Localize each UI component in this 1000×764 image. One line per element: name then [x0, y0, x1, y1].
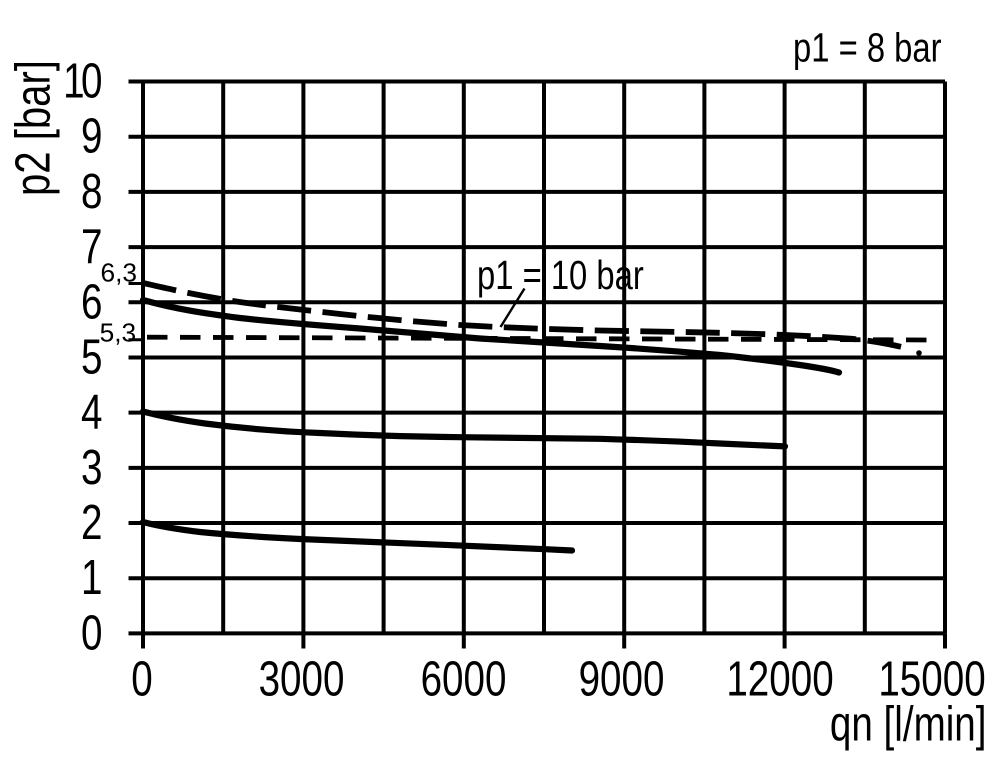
svg-text:12000: 12000 — [726, 652, 833, 707]
svg-text:9000: 9000 — [579, 652, 665, 707]
svg-text:qn [l/min]: qn [l/min] — [830, 697, 987, 752]
svg-text:10: 10 — [63, 54, 101, 109]
svg-text:2: 2 — [81, 496, 102, 551]
svg-text:5,3: 5,3 — [100, 318, 137, 348]
svg-text:9: 9 — [81, 109, 102, 164]
svg-text:7: 7 — [81, 220, 102, 275]
svg-text:8: 8 — [81, 164, 102, 219]
svg-text:3000: 3000 — [259, 652, 345, 707]
svg-text:4: 4 — [81, 385, 102, 440]
svg-text:15000: 15000 — [878, 652, 985, 707]
svg-text:p2 [bar]: p2 [bar] — [4, 60, 60, 196]
svg-text:0: 0 — [131, 652, 152, 707]
svg-text:6000: 6000 — [421, 652, 507, 707]
svg-text:1: 1 — [81, 551, 102, 606]
svg-text:6: 6 — [81, 275, 102, 330]
svg-text:3: 3 — [81, 440, 102, 495]
svg-text:6,3: 6,3 — [101, 257, 138, 287]
svg-text:0: 0 — [81, 606, 102, 661]
svg-text:p1 = 8 bar: p1 = 8 bar — [793, 24, 942, 70]
svg-text:p1 = 10 bar: p1 = 10 bar — [477, 251, 644, 297]
svg-text:5: 5 — [81, 330, 102, 385]
